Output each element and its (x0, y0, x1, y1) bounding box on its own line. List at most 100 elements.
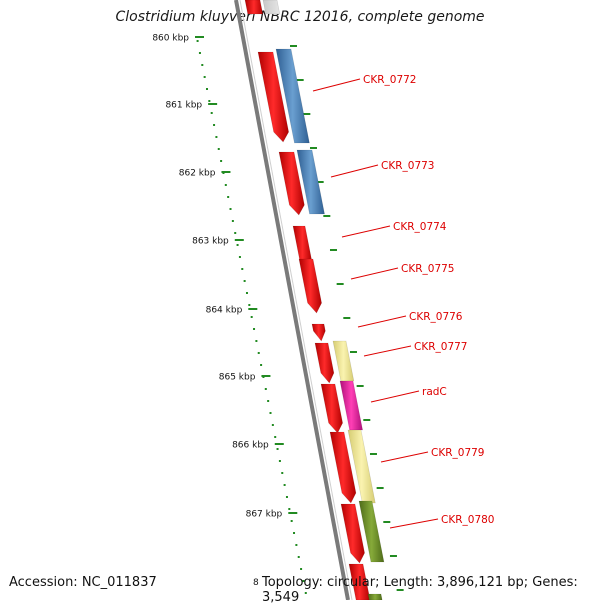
ruler-dot (234, 232, 237, 234)
ruler-dot (269, 412, 272, 414)
ruler-dot (257, 352, 260, 354)
olive-feature (358, 500, 385, 563)
guide-dash (356, 385, 364, 387)
ruler-tick-label: 865 kbp (219, 373, 256, 383)
grey-feature (262, 0, 281, 15)
gene-label[interactable]: CKR_0777 (414, 341, 467, 353)
guide-dash (303, 113, 311, 115)
ruler-dot (290, 520, 293, 522)
guide-dash (316, 181, 324, 183)
guide-dash (323, 215, 331, 217)
cds-feature (314, 342, 335, 384)
ruler-dot (220, 160, 223, 162)
gene-leader-line (370, 390, 420, 403)
ruler-dot (224, 184, 227, 186)
ruler-dot (304, 592, 307, 594)
ruler-dot (213, 124, 216, 126)
gene-leader-line (312, 78, 361, 92)
guide-dash (336, 283, 344, 285)
gene-label[interactable]: CKR_0776 (409, 311, 463, 323)
gene-leader-line (389, 518, 439, 529)
ruler-dot (210, 112, 213, 114)
ruler-tick-label: 862 kbp (179, 169, 216, 179)
ruler-dot (253, 328, 256, 330)
ruler-tick-label: 864 kbp (206, 306, 243, 316)
ruler-dot (276, 448, 279, 450)
ruler-tick-label: 867 kbp (246, 510, 283, 520)
accession-text: Accession: NC_011837 (9, 575, 157, 590)
ruler-tick-label: 866 kbp (232, 441, 269, 451)
guide-dash (389, 555, 397, 557)
gene-label[interactable]: CKR_0772 (363, 74, 416, 86)
ruler-dot (271, 424, 274, 426)
ruler-dot (281, 472, 284, 474)
ruler-dot (302, 580, 305, 582)
ruler-dot (278, 460, 281, 462)
guide-dash (349, 351, 357, 353)
ruler-dot (229, 208, 232, 210)
gene-leader-line (380, 451, 429, 463)
genome-backbone (234, 0, 353, 600)
outer-guide-dots (290, 45, 404, 591)
ruler-dot (203, 76, 206, 78)
cds-feature (278, 151, 305, 216)
ruler-dot (245, 292, 248, 294)
gene-leader-line (350, 267, 399, 280)
blue-feature (296, 149, 325, 215)
ruler-dot (227, 196, 230, 198)
ruler-dot (260, 364, 263, 366)
ruler-dot (293, 532, 296, 534)
gene-label[interactable]: CKR_0773 (381, 160, 434, 172)
ruler-dot (243, 280, 246, 282)
kbp-ruler: 860 kbp 861 kbp 862 kbp 863 kbp 864 kbp 865 k… (152, 34, 307, 594)
guide-dash (290, 45, 297, 47)
ruler-dot (300, 568, 303, 570)
topology-summary: Topology: circular; Length: 3,896,121 bp… (262, 575, 578, 605)
ruler-dot (255, 340, 258, 342)
gene-label[interactable]: CKR_0775 (401, 263, 454, 275)
cds-feature (244, 0, 264, 15)
gene-label[interactable]: CKR_0780 (441, 514, 494, 526)
ruler-dot (215, 136, 218, 138)
ruler-dot (248, 304, 251, 306)
cds-feature (320, 383, 343, 434)
guide-dash (296, 79, 304, 81)
guide-dash (329, 249, 337, 251)
khaki-feature (347, 429, 376, 504)
cds-feature (329, 431, 357, 504)
ruler-dot (196, 40, 199, 42)
ruler-dot (208, 100, 211, 102)
ruler-edge-label: 8 (253, 578, 259, 588)
ruler-dot (231, 220, 234, 222)
guide-dash (363, 419, 371, 421)
cds-feature (257, 51, 289, 143)
cds-feature (292, 225, 313, 262)
ruler-dot (264, 388, 267, 390)
khaki-feature (332, 340, 355, 382)
ruler-dot (297, 556, 300, 558)
ruler-dot (274, 436, 277, 438)
gene-label[interactable]: CKR_0774 (393, 221, 447, 233)
gene-label-layer: CKR_0772 CKR_0773 CKR_0774 CKR_0775 CKR_0776… (312, 74, 494, 529)
ruler-dot (295, 544, 298, 546)
gene-leader-line (330, 164, 379, 178)
ruler-dot (201, 64, 204, 66)
cds-feature (298, 258, 322, 314)
guide-dash (383, 521, 391, 523)
ruler-dot (198, 52, 201, 54)
map-title: Clostridium kluyveri NBRC 12016, complet… (115, 9, 485, 25)
gene-leader-line (363, 345, 412, 357)
gene-label[interactable]: radC (422, 386, 447, 398)
blue-feature (275, 48, 310, 144)
cds-feature (340, 503, 365, 564)
ruler-tick-label: 860 kbp (152, 34, 189, 44)
ruler-dot (288, 508, 291, 510)
ruler-dot (267, 400, 270, 402)
ruler-tick-label: 863 kbp (192, 237, 229, 247)
gene-leader-line (357, 315, 407, 328)
gene-label[interactable]: CKR_0779 (431, 447, 484, 459)
magenta-feature (339, 380, 363, 431)
ruler-dot (283, 484, 286, 486)
gene-leader-line (341, 225, 391, 238)
